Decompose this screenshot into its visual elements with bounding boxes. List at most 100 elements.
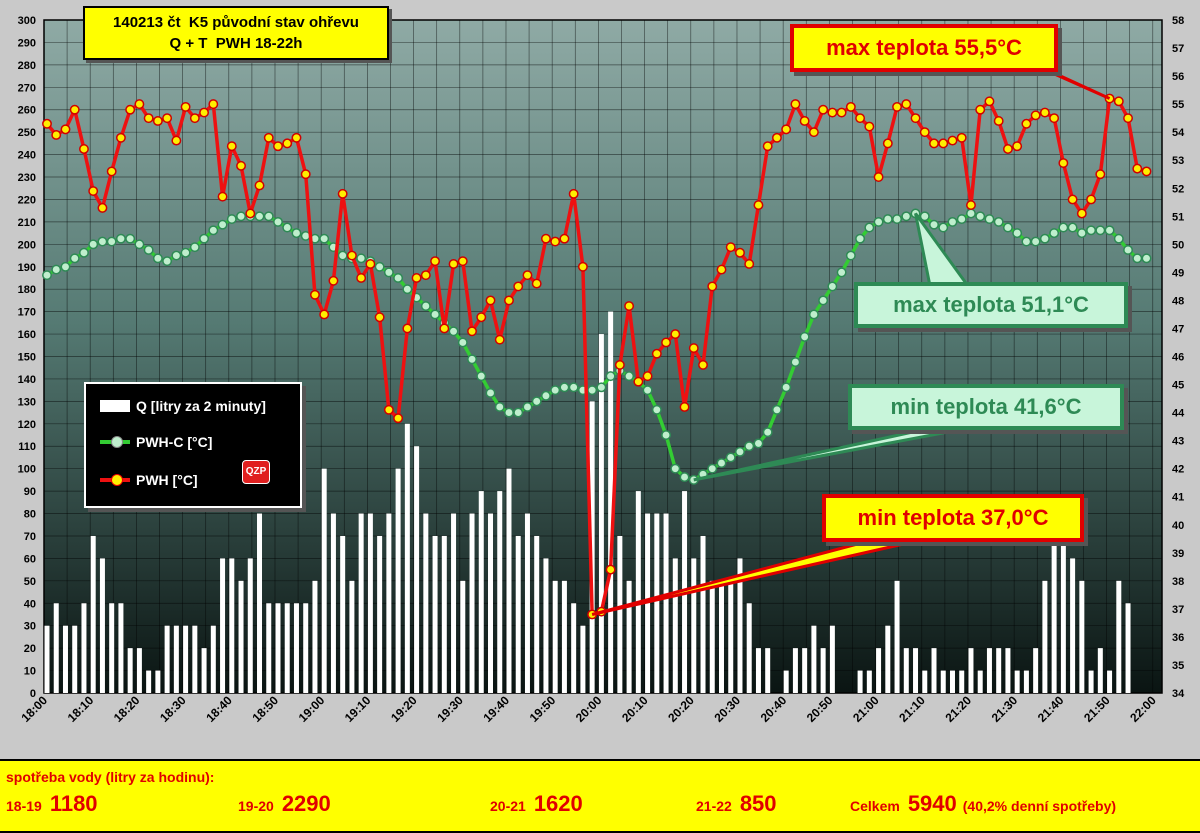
q-bar — [220, 558, 226, 693]
left-axis-tick-label: 100 — [18, 464, 36, 476]
left-axis-tick-label: 0 — [30, 688, 36, 700]
left-axis-tick-label: 260 — [18, 105, 36, 117]
series-point — [42, 118, 52, 129]
series-point — [762, 141, 773, 152]
series-point — [97, 236, 108, 247]
series-point — [1095, 169, 1106, 180]
series-point — [818, 104, 829, 115]
q-bar — [866, 670, 872, 693]
q-bar — [515, 535, 521, 693]
right-axis-tick-label: 34 — [1172, 688, 1185, 700]
series-point — [966, 208, 976, 219]
q-bar — [1097, 648, 1103, 693]
series-point — [735, 247, 745, 258]
series-point — [208, 99, 219, 110]
series-point — [79, 247, 89, 258]
marker-icon — [111, 436, 123, 448]
series-point — [1076, 208, 1087, 219]
left-axis-tick-label: 150 — [18, 352, 36, 364]
series-point — [356, 253, 367, 264]
q-bar — [266, 603, 272, 693]
right-axis-tick-label: 36 — [1172, 632, 1184, 644]
series-point — [1039, 233, 1050, 244]
q-bar — [580, 625, 586, 693]
q-bar — [996, 648, 1002, 693]
series-point — [1086, 225, 1097, 236]
series-point — [540, 390, 551, 401]
series-point — [51, 130, 62, 140]
series-point — [651, 404, 662, 415]
series-point — [282, 138, 293, 149]
series-point — [236, 160, 246, 171]
series-point — [152, 253, 163, 264]
series-point — [60, 261, 71, 272]
legend-item-q: Q [litry za 2 minuty] — [86, 396, 266, 416]
q-bar — [977, 670, 983, 693]
q-bar — [340, 535, 346, 693]
series-point — [189, 113, 200, 124]
series-point — [698, 359, 708, 370]
left-axis-tick-label: 240 — [18, 150, 36, 162]
q-bar — [432, 535, 438, 693]
q-bar — [1014, 670, 1020, 693]
legend-label-pwhc: PWH-C [°C] — [136, 434, 213, 450]
summary-value: 1180 — [49, 791, 98, 816]
q-bar — [478, 491, 484, 693]
bar-swatch-icon — [100, 400, 130, 412]
series-point — [873, 216, 884, 227]
right-axis-tick-label: 48 — [1172, 295, 1184, 307]
q-bar — [293, 603, 299, 693]
q-bar — [783, 670, 789, 693]
q-bar — [885, 625, 891, 693]
summary-label: 21-22 — [696, 798, 732, 814]
q-bar — [543, 558, 549, 693]
series-point — [744, 259, 755, 269]
q-bar — [488, 513, 494, 693]
legend-item-pwhc: PWH-C [°C] — [86, 432, 212, 452]
q-bar — [146, 670, 152, 693]
q-bars — [44, 311, 1131, 693]
series-point — [115, 132, 126, 143]
q-bar — [1051, 535, 1057, 693]
series-point — [1030, 110, 1041, 121]
q-bar — [423, 513, 429, 693]
series-point — [226, 141, 237, 152]
series-point — [88, 186, 99, 197]
right-axis-tick-label: 43 — [1172, 436, 1184, 448]
series-point — [457, 256, 468, 267]
q-bar — [192, 625, 198, 693]
series-point — [1067, 194, 1078, 205]
series-point — [531, 396, 542, 407]
summary-label: 20-21 — [490, 798, 526, 814]
left-axis-tick-label: 140 — [18, 374, 36, 386]
series-point — [60, 124, 71, 135]
series-point — [162, 256, 173, 267]
series-point — [513, 407, 524, 418]
q-bar — [229, 558, 235, 693]
series-point — [97, 202, 108, 213]
summary-value: 850 — [739, 791, 777, 816]
right-axis-tick-label: 53 — [1172, 155, 1184, 167]
q-bar — [1005, 648, 1011, 693]
series-point — [337, 188, 348, 199]
series-point — [199, 107, 210, 118]
series-point — [568, 188, 579, 199]
series-point — [735, 446, 745, 457]
series-point — [956, 132, 967, 143]
series-point — [189, 242, 200, 253]
q-bar — [718, 580, 724, 693]
right-axis-tick-label: 42 — [1172, 464, 1184, 476]
left-axis-tick-label: 70 — [24, 531, 36, 543]
series-point — [245, 208, 256, 219]
series-point — [864, 222, 875, 233]
q-bar — [986, 648, 992, 693]
series-point — [476, 371, 487, 382]
q-bar — [404, 423, 410, 693]
series-point — [1095, 225, 1106, 236]
series-point — [439, 323, 450, 334]
q-bar — [571, 603, 577, 693]
series-point — [882, 214, 893, 225]
series-point — [910, 113, 921, 124]
q-bar — [1033, 648, 1039, 693]
series-point — [420, 301, 431, 311]
